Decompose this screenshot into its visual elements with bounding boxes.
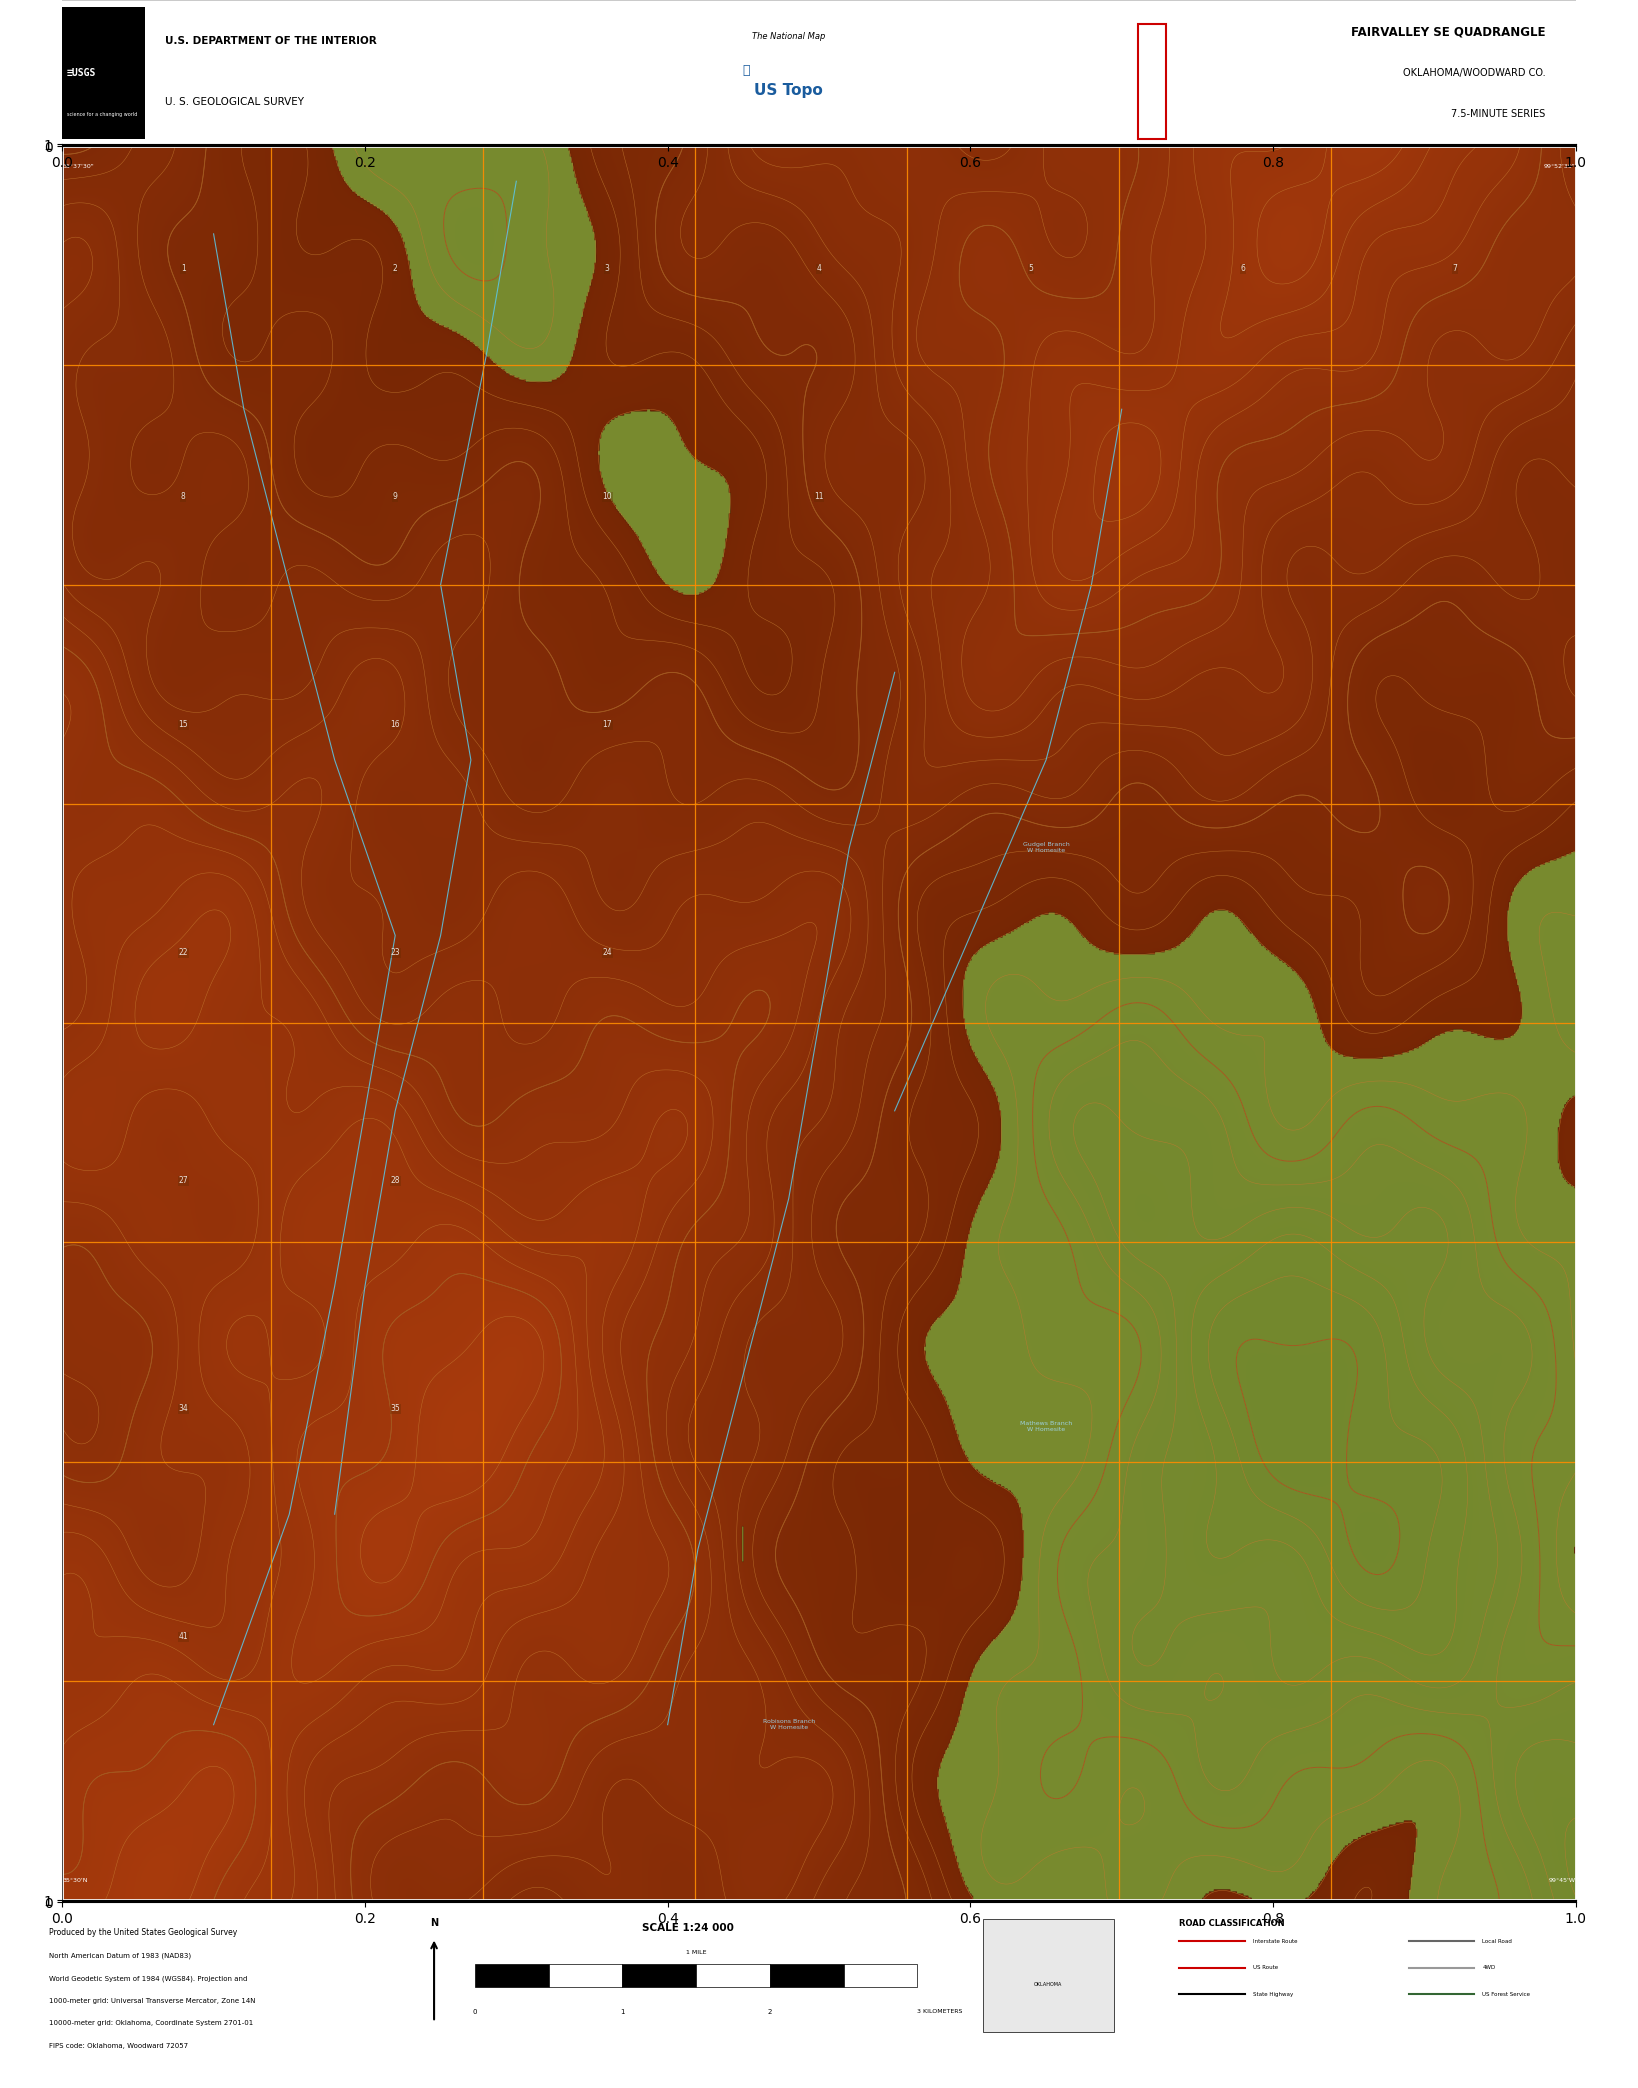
Text: ≡USGS: ≡USGS xyxy=(67,69,97,77)
Text: 3: 3 xyxy=(604,265,609,274)
Text: 9: 9 xyxy=(393,493,398,501)
Bar xyxy=(983,1919,1114,2032)
Text: science for a changing world: science for a changing world xyxy=(67,111,138,117)
Text: 24: 24 xyxy=(603,948,613,958)
Text: 3 KILOMETERS: 3 KILOMETERS xyxy=(917,2009,963,2015)
Bar xyxy=(696,1965,770,1986)
Text: 7.5-MINUTE SERIES: 7.5-MINUTE SERIES xyxy=(1451,109,1546,119)
Bar xyxy=(549,1965,622,1986)
Text: Gudgel Branch
W Homesite: Gudgel Branch W Homesite xyxy=(1022,841,1070,854)
Text: 5: 5 xyxy=(1029,265,1034,274)
Text: 41: 41 xyxy=(179,1633,188,1641)
Text: US Route: US Route xyxy=(1253,1965,1278,1971)
Text: 17: 17 xyxy=(603,720,613,729)
Text: 28: 28 xyxy=(390,1176,400,1186)
Text: 4WD: 4WD xyxy=(1482,1965,1495,1971)
Text: 2: 2 xyxy=(768,2009,771,2015)
Text: US Forest Service: US Forest Service xyxy=(1482,1992,1530,1996)
Text: State Highway: State Highway xyxy=(1253,1992,1294,1996)
Text: The National Map: The National Map xyxy=(752,31,826,42)
Text: OKLAHOMA: OKLAHOMA xyxy=(1034,1982,1063,1988)
Text: FAIRVALLEY SE QUADRANGLE: FAIRVALLEY SE QUADRANGLE xyxy=(1351,25,1546,40)
Text: 10000-meter grid: Oklahoma, Coordinate System 2701-01: 10000-meter grid: Oklahoma, Coordinate S… xyxy=(49,2021,254,2025)
Bar xyxy=(1138,23,1166,140)
Text: 27: 27 xyxy=(179,1176,188,1186)
Text: 6: 6 xyxy=(1240,265,1245,274)
Text: SCALE 1:24 000: SCALE 1:24 000 xyxy=(642,1923,734,1933)
Text: 23: 23 xyxy=(390,948,400,958)
Text: FIPS code: Oklahoma, Woodward 72057: FIPS code: Oklahoma, Woodward 72057 xyxy=(49,2042,188,2048)
Text: 99°45'W: 99°45'W xyxy=(1550,1877,1576,1883)
Text: U. S. GEOLOGICAL SURVEY: U. S. GEOLOGICAL SURVEY xyxy=(165,98,305,106)
Bar xyxy=(622,1965,696,1986)
Text: US Topo: US Topo xyxy=(755,84,824,98)
Bar xyxy=(844,1965,917,1986)
Text: 22: 22 xyxy=(179,948,188,958)
Bar xyxy=(770,1965,844,1986)
Text: Robisons Branch
W Homesite: Robisons Branch W Homesite xyxy=(763,1718,814,1731)
Text: Interstate Route: Interstate Route xyxy=(1253,1940,1297,1944)
Text: 15: 15 xyxy=(179,720,188,729)
Text: 35°37'30": 35°37'30" xyxy=(62,163,93,169)
Bar xyxy=(62,8,146,138)
Text: Produced by the United States Geological Survey: Produced by the United States Geological… xyxy=(49,1929,238,1938)
Text: 4: 4 xyxy=(817,265,821,274)
Text: 34: 34 xyxy=(179,1405,188,1414)
Text: OKLAHOMA/WOODWARD CO.: OKLAHOMA/WOODWARD CO. xyxy=(1402,69,1546,77)
Text: 1 MILE: 1 MILE xyxy=(686,1950,706,1954)
Text: 1: 1 xyxy=(180,265,185,274)
Text: 0: 0 xyxy=(473,2009,477,2015)
Text: 99°52'30": 99°52'30" xyxy=(1545,163,1576,169)
Bar xyxy=(475,1965,549,1986)
Text: ROAD CLASSIFICATION: ROAD CLASSIFICATION xyxy=(1179,1919,1284,1927)
Text: North American Datum of 1983 (NAD83): North American Datum of 1983 (NAD83) xyxy=(49,1952,192,1959)
Text: 35: 35 xyxy=(390,1405,400,1414)
Text: 16: 16 xyxy=(390,720,400,729)
Text: Local Road: Local Road xyxy=(1482,1940,1512,1944)
Text: U.S. DEPARTMENT OF THE INTERIOR: U.S. DEPARTMENT OF THE INTERIOR xyxy=(165,35,377,46)
Text: 8: 8 xyxy=(180,493,185,501)
Text: 35°30'N: 35°30'N xyxy=(62,1877,88,1883)
Text: 1000-meter grid: Universal Transverse Mercator, Zone 14N: 1000-meter grid: Universal Transverse Me… xyxy=(49,1998,256,2004)
Text: ⛰: ⛰ xyxy=(742,63,750,77)
Text: 2: 2 xyxy=(393,265,398,274)
Text: 7: 7 xyxy=(1453,265,1458,274)
Text: World Geodetic System of 1984 (WGS84). Projection and: World Geodetic System of 1984 (WGS84). P… xyxy=(49,1975,247,1982)
Text: Mathews Branch
W Homesite: Mathews Branch W Homesite xyxy=(1020,1422,1073,1432)
Text: 11: 11 xyxy=(814,493,824,501)
Text: N: N xyxy=(431,1919,437,1929)
Text: 1: 1 xyxy=(621,2009,624,2015)
Text: 10: 10 xyxy=(603,493,613,501)
